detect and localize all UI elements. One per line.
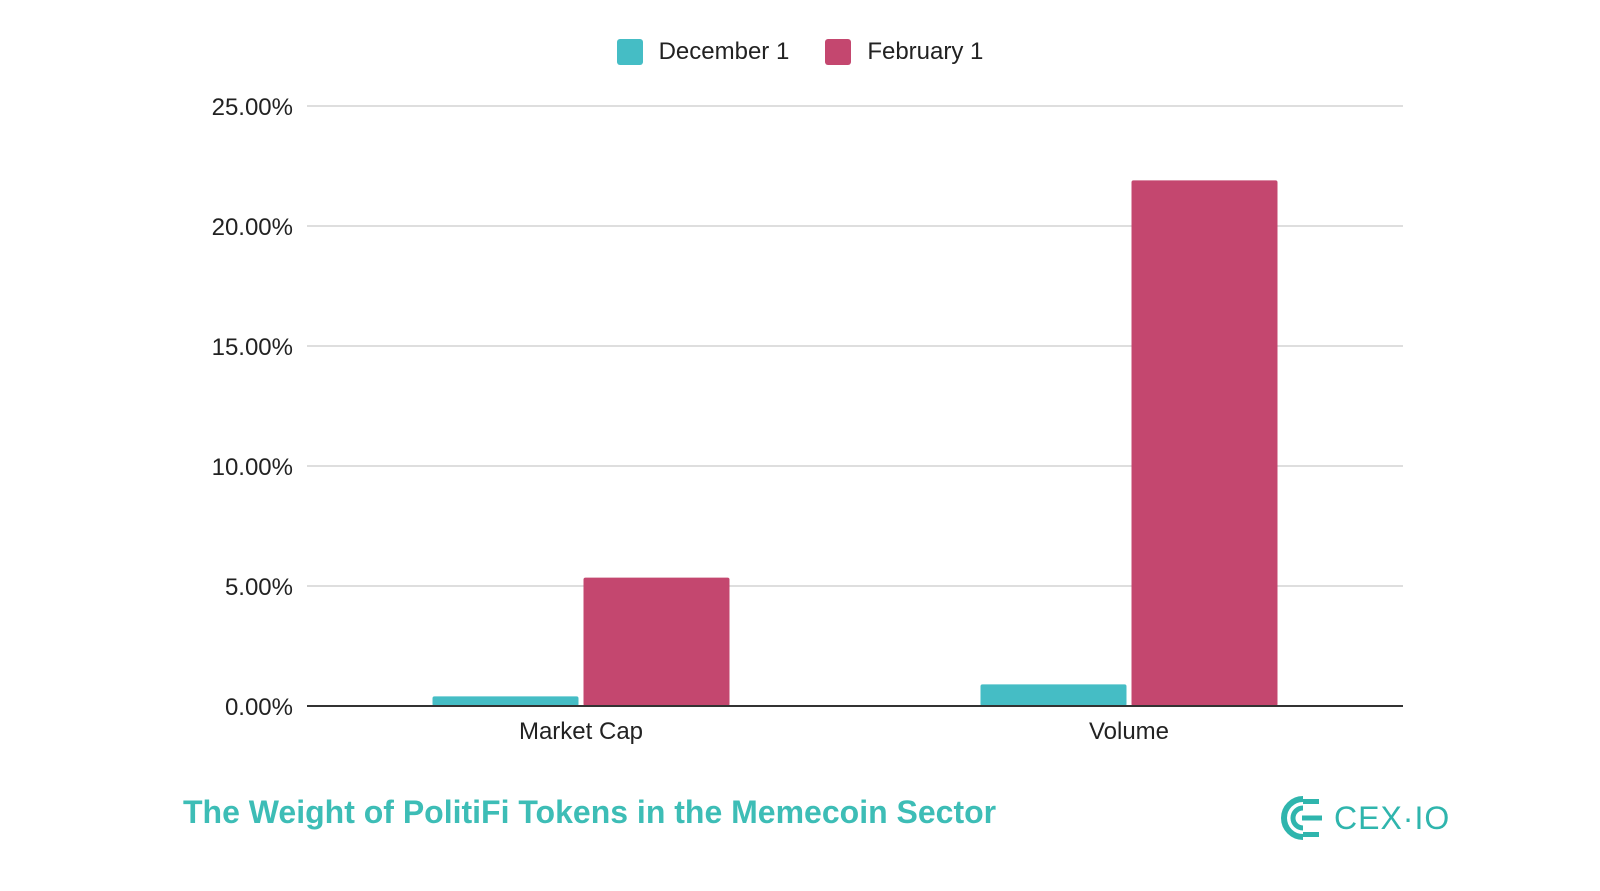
x-tick-label: Market Cap [519, 718, 643, 745]
cex-io-logo-icon [1281, 796, 1322, 840]
legend-swatch-december [616, 39, 643, 65]
chart-legend: December 1 February 1 [0, 38, 1600, 66]
legend-swatch-february [825, 39, 852, 65]
bar-february-1 [1131, 180, 1278, 706]
legend-label-february: February 1 [867, 38, 984, 65]
bar-december-1 [980, 684, 1127, 706]
brand-name: CEX·IO [1334, 799, 1451, 836]
y-tick-label: 10.00% [212, 454, 293, 481]
y-tick-label: 20.00% [212, 214, 293, 241]
y-tick-label: 15.00% [212, 334, 293, 361]
bar-february-1 [583, 577, 730, 706]
y-tick-label: 5.00% [225, 574, 293, 601]
brand-logo: CEX·IO [1280, 795, 1450, 841]
legend-item-december: December 1 [616, 38, 790, 66]
y-tick-label: 25.00% [212, 94, 293, 121]
legend-item-february: February 1 [825, 38, 983, 66]
x-tick-label: Volume [1089, 718, 1169, 745]
y-tick-label: 0.00% [225, 694, 293, 721]
chart-caption: The Weight of PolitiFi Tokens in the Mem… [183, 794, 997, 830]
legend-label-december: December 1 [658, 38, 790, 65]
bar-december-1 [432, 696, 579, 706]
